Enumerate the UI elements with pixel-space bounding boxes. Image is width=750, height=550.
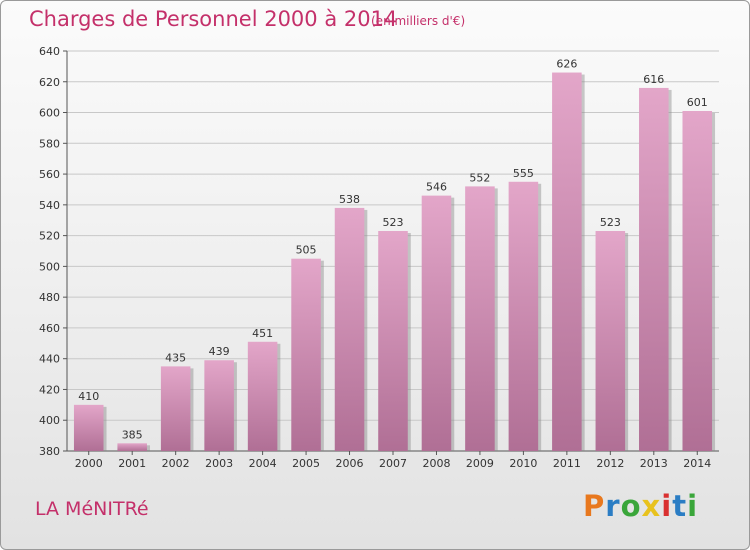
x-tick-label: 2006 <box>336 457 364 470</box>
y-tick-label: 580 <box>39 137 60 150</box>
y-tick-label: 520 <box>39 230 60 243</box>
axes: 380 400 420 440 460 480 500 520 540 560 580 600 620 6… <box>39 45 719 470</box>
bar <box>421 195 452 451</box>
x-tick-label: 2002 <box>162 457 190 470</box>
y-tick-label: 620 <box>39 76 60 89</box>
value-label: 546 <box>426 181 447 194</box>
y-tick-label: 540 <box>39 199 60 212</box>
x-tick-label: 2014 <box>683 457 711 470</box>
x-tick-label: 2004 <box>249 457 277 470</box>
value-label: 435 <box>165 351 186 364</box>
bar <box>465 186 495 451</box>
bar <box>73 404 104 451</box>
y-tick-label: 600 <box>39 107 60 120</box>
logo-letter: r <box>605 489 621 523</box>
x-tick-label: 2008 <box>422 457 450 470</box>
y-tick-label: 380 <box>39 445 60 458</box>
x-tick-label: 2009 <box>466 457 494 470</box>
y-tick-label: 460 <box>39 322 60 335</box>
bar <box>508 181 539 451</box>
bar <box>334 207 365 451</box>
data-labels: 410 385 435 439 451 505 538 523 546 552 555 626 523 6… <box>78 58 708 442</box>
bar <box>247 341 278 451</box>
y-tick-label: 440 <box>39 353 60 366</box>
bar <box>160 366 191 451</box>
y-tick-label: 480 <box>39 291 60 304</box>
y-tick-label: 420 <box>39 383 60 396</box>
y-tick-label: 500 <box>39 260 60 273</box>
x-tick-label: 2007 <box>379 457 407 470</box>
logo-letter: P <box>583 489 606 523</box>
logo-letter: i <box>687 489 699 523</box>
value-label: 439 <box>209 345 230 358</box>
value-label: 555 <box>513 167 534 180</box>
value-label: 538 <box>339 193 360 206</box>
value-label: 616 <box>643 73 664 86</box>
value-label: 505 <box>296 244 317 257</box>
x-tick-label: 2012 <box>596 457 624 470</box>
logo-letter: t <box>672 489 688 523</box>
value-label: 523 <box>383 216 404 229</box>
x-tick-label: 2005 <box>292 457 320 470</box>
value-label: 523 <box>600 216 621 229</box>
value-label: 451 <box>252 327 273 340</box>
bar <box>682 111 713 451</box>
bar <box>595 231 626 451</box>
commune-name: LA MéNITRé <box>35 498 149 520</box>
y-tick-label: 560 <box>39 168 60 181</box>
bar <box>204 360 234 451</box>
bar <box>552 72 582 452</box>
bar <box>117 443 147 451</box>
x-tick-label: 2010 <box>509 457 537 470</box>
logo-letter: o <box>620 489 642 523</box>
logo-letter: i <box>661 489 673 523</box>
bar <box>378 231 408 451</box>
y-tick-label: 400 <box>39 414 60 427</box>
x-tick-label: 2013 <box>640 457 668 470</box>
x-tick-label: 2000 <box>75 457 103 470</box>
y-tick-label: 640 <box>39 45 60 58</box>
bar <box>291 258 321 451</box>
value-label: 410 <box>78 390 99 403</box>
value-label: 601 <box>687 96 708 109</box>
x-tick-label: 2011 <box>553 457 581 470</box>
x-tick-label: 2001 <box>118 457 146 470</box>
value-label: 385 <box>122 428 143 441</box>
value-label: 626 <box>556 58 577 71</box>
proxiti-logo: Proxiti <box>583 489 698 523</box>
bars <box>73 72 716 452</box>
bar <box>639 87 669 451</box>
value-label: 552 <box>469 171 490 184</box>
chart-title: Charges de Personnel 2000 à 2014 <box>29 7 398 31</box>
logo-letter: x <box>641 489 662 523</box>
x-tick-label: 2003 <box>205 457 233 470</box>
chart-subtitle: (en milliers d'€) <box>371 14 466 28</box>
